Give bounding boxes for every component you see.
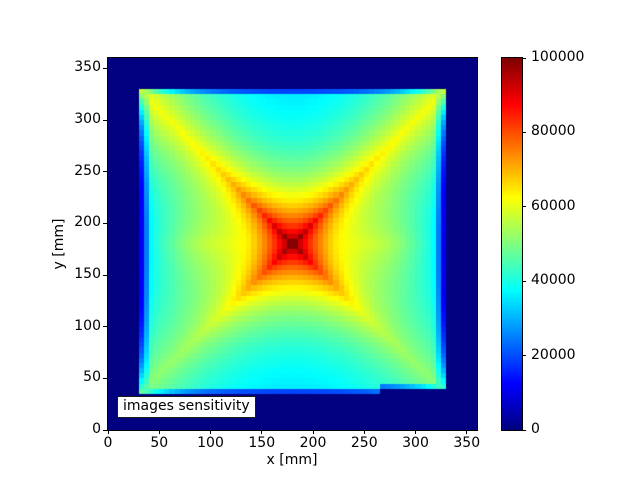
y-tick-250-label: 250 [74,162,101,179]
y-tick-100-mark [103,326,107,328]
x-tick-200-mark [312,430,314,434]
x-tick-350-label: 350 [453,435,481,451]
y-tick-300-mark [103,119,107,121]
x-tick-150-mark [261,430,263,434]
y-tick-0-mark [103,429,107,431]
colorbar-tick-60000-mark [522,206,526,208]
x-tick-0-label: 0 [103,435,113,451]
colorbar-tick-80000-mark [522,131,526,133]
y-axis-label: y [mm] [51,218,67,270]
colorbar-tick-0-label: 0 [531,421,540,437]
colorbar-tick-60000-label: 60000 [531,197,576,214]
x-tick-100-label: 100 [197,435,224,451]
x-tick-300-mark [415,430,416,434]
annotation-box: images sensitivity [117,396,256,418]
x-tick-50-label: 50 [150,435,169,451]
x-tick-350-mark [466,430,468,434]
y-tick-50-label: 50 [83,369,101,386]
colorbar-tick-80000-label: 80000 [531,123,576,140]
colorbar-tick-100000-mark [522,57,526,59]
colorbar-tick-0-mark [522,429,526,431]
colorbar-tick-40000-label: 40000 [531,272,576,289]
y-tick-300-label: 300 [74,111,101,127]
y-tick-150-mark [103,274,107,276]
x-tick-100-mark [210,430,211,434]
y-tick-200-mark [103,222,107,224]
heatmap-canvas [108,58,477,430]
colorbar-tick-100000-label: 100000 [531,49,585,65]
colorbar-tick-40000-mark [522,280,526,282]
colorbar-frame [501,57,523,431]
x-tick-250-mark [363,430,365,434]
y-tick-50-mark [103,377,107,379]
y-tick-250-mark [103,171,107,173]
axes-frame [107,57,478,431]
x-tick-150-label: 150 [248,435,276,451]
y-tick-100-label: 100 [74,317,101,334]
y-tick-150-label: 150 [74,266,101,282]
y-tick-350-mark [103,67,107,69]
colorbar-tick-20000-mark [522,355,526,357]
y-tick-0-label: 0 [92,421,101,437]
x-tick-50-mark [158,430,160,434]
y-tick-200-label: 200 [74,214,101,231]
y-tick-350-label: 350 [74,59,101,76]
x-tick-300-label: 300 [402,435,429,451]
x-tick-250-label: 250 [350,435,378,451]
colorbar-canvas [502,58,522,430]
x-axis-label: x [mm] [266,452,318,468]
x-tick-0-mark [107,430,109,434]
colorbar-tick-20000-label: 20000 [531,346,576,363]
x-tick-200-label: 200 [299,435,327,451]
